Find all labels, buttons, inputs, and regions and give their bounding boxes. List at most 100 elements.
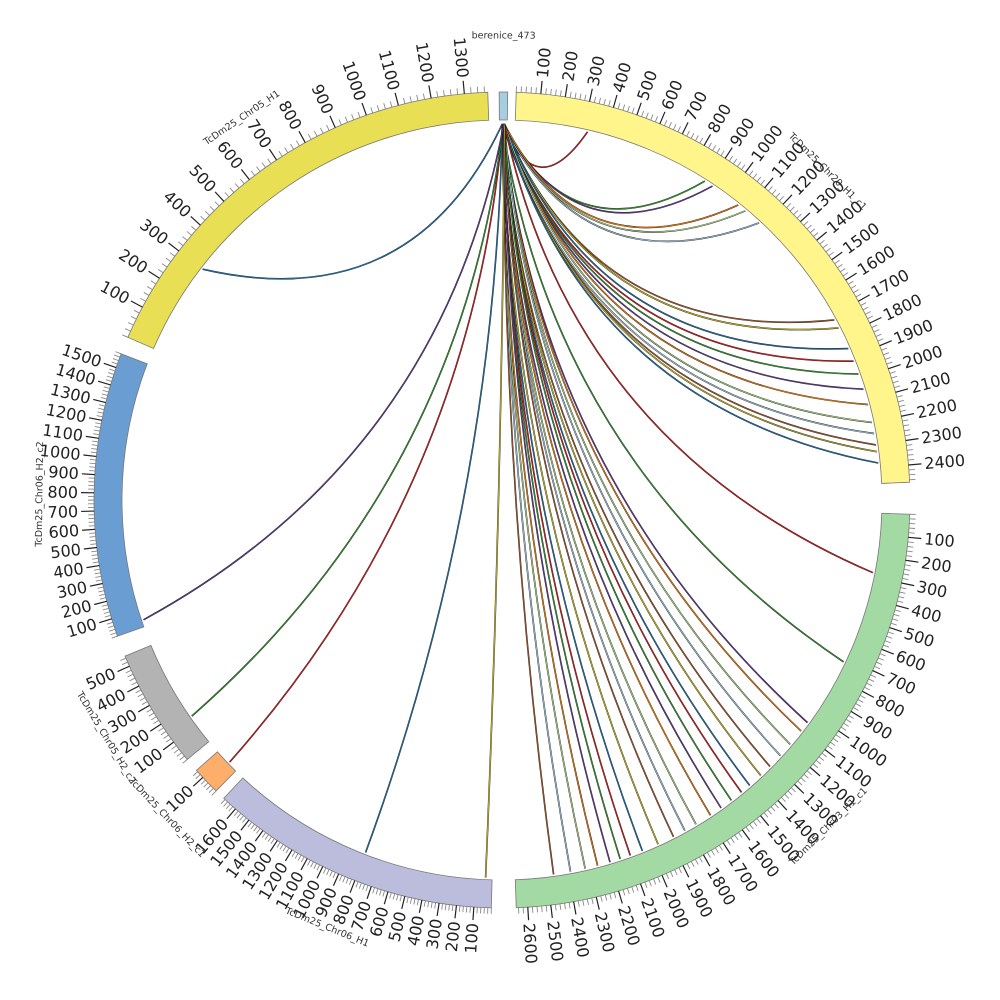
minor-tick xyxy=(902,419,909,422)
minor-tick xyxy=(848,714,854,719)
minor-tick xyxy=(726,840,731,846)
minor-tick xyxy=(904,564,911,567)
minor-tick xyxy=(111,361,118,365)
major-tick xyxy=(722,842,731,855)
minor-tick xyxy=(790,787,796,793)
tick-label: 100 xyxy=(533,47,555,79)
minor-tick xyxy=(874,665,881,670)
minor-tick xyxy=(329,870,333,877)
minor-tick xyxy=(115,351,122,355)
link-core xyxy=(143,123,505,621)
tick-label: 2000 xyxy=(900,341,945,372)
minor-tick xyxy=(92,440,99,443)
major-tick xyxy=(850,710,863,719)
minor-tick xyxy=(767,809,772,815)
major-tick xyxy=(782,194,793,205)
minor-tick xyxy=(756,176,762,182)
link-chr03-1560 xyxy=(503,123,733,801)
minor-tick xyxy=(178,241,184,246)
minor-tick xyxy=(749,823,754,830)
tick-label: 700 xyxy=(243,116,276,152)
minor-tick xyxy=(157,268,164,274)
minor-tick xyxy=(536,906,538,913)
minor-tick xyxy=(890,622,897,626)
major-tick xyxy=(809,766,821,777)
minor-tick xyxy=(873,329,880,333)
minor-tick xyxy=(899,591,906,594)
major-tick xyxy=(895,604,909,610)
tick-label: 500 xyxy=(185,161,220,196)
major-tick xyxy=(332,873,340,887)
minor-tick xyxy=(300,856,305,863)
tick-label: 600 xyxy=(657,77,686,113)
tick-label: 400 xyxy=(609,60,636,95)
major-tick xyxy=(383,891,389,905)
minor-tick xyxy=(182,236,188,241)
minor-tick xyxy=(728,155,733,162)
segment-label-chr06h2c2: TcDm25_Chr06_H2_c2 xyxy=(34,441,46,548)
major-tick xyxy=(428,85,432,99)
major-tick xyxy=(254,830,264,842)
minor-tick xyxy=(316,864,321,871)
major-tick xyxy=(162,741,174,751)
minor-tick xyxy=(93,433,100,436)
minor-tick xyxy=(894,385,901,388)
minor-tick xyxy=(582,899,585,906)
minor-tick xyxy=(793,210,799,215)
minor-tick xyxy=(883,644,890,648)
minor-tick xyxy=(103,386,110,389)
tick-label: 1900 xyxy=(891,315,936,348)
minor-tick xyxy=(834,259,840,265)
minor-tick xyxy=(169,252,176,257)
minor-tick xyxy=(897,600,904,603)
major-tick xyxy=(527,907,530,921)
minor-tick xyxy=(342,876,346,883)
minor-tick xyxy=(818,756,825,761)
minor-tick xyxy=(850,284,857,289)
minor-tick xyxy=(99,404,106,407)
major-tick xyxy=(454,905,458,919)
tick-label: 2100 xyxy=(908,368,952,397)
minor-tick xyxy=(686,130,690,137)
minor-tick xyxy=(815,759,822,765)
minor-tick xyxy=(904,434,911,437)
minor-tick xyxy=(182,759,188,764)
minor-tick xyxy=(884,640,891,644)
minor-tick xyxy=(291,851,296,858)
minor-tick xyxy=(868,678,875,682)
minor-tick xyxy=(108,625,115,629)
tick-label: 600 xyxy=(213,137,247,173)
tick-label: 2300 xyxy=(920,423,963,448)
major-tick xyxy=(702,854,711,867)
major-tick xyxy=(888,363,901,370)
minor-tick xyxy=(105,379,112,382)
tick-label: 1100 xyxy=(375,48,404,92)
minor-tick xyxy=(436,91,439,98)
minor-tick xyxy=(686,863,691,870)
minor-tick xyxy=(617,102,621,110)
minor-tick xyxy=(857,699,864,703)
minor-tick xyxy=(223,801,228,807)
major-tick xyxy=(99,618,112,624)
minor-tick xyxy=(604,894,608,901)
minor-tick xyxy=(250,170,256,176)
minor-tick xyxy=(653,878,657,885)
minor-tick xyxy=(92,557,99,560)
tick-label: 2500 xyxy=(543,920,567,963)
minor-tick xyxy=(206,785,211,791)
major-tick xyxy=(901,582,915,587)
major-tick xyxy=(137,704,150,713)
link-core xyxy=(229,123,504,763)
minor-tick xyxy=(865,311,871,315)
minor-tick xyxy=(859,694,866,699)
minor-tick xyxy=(898,596,905,599)
minor-tick xyxy=(278,150,283,157)
minor-tick xyxy=(608,100,611,107)
link-core xyxy=(504,123,781,756)
minor-tick xyxy=(430,901,433,908)
minor-tick xyxy=(91,444,98,446)
minor-tick xyxy=(261,162,266,168)
minor-tick xyxy=(326,124,330,131)
minor-tick xyxy=(748,170,754,176)
